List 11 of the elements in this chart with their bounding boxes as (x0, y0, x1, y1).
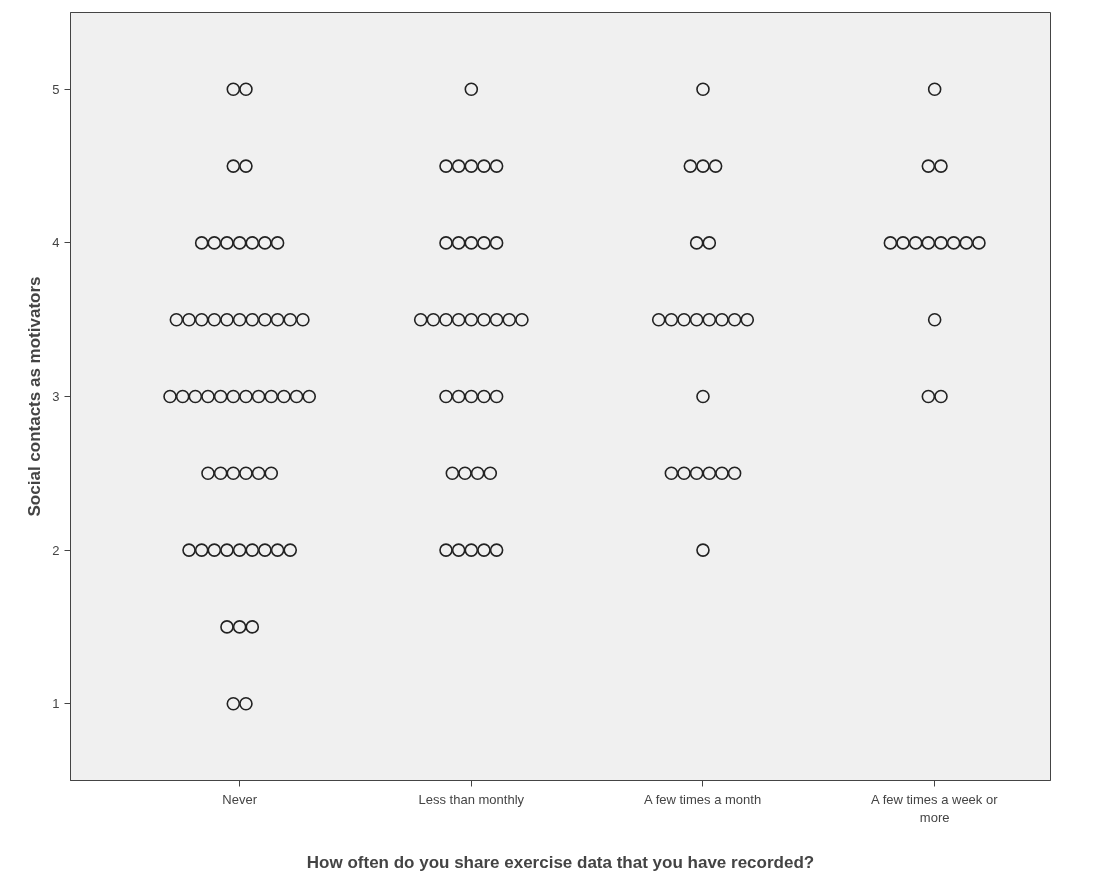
y-axis-title: Social contacts as motivators (25, 276, 45, 517)
y-tick-label: 3 (52, 389, 60, 404)
x-tick-label: A few times a week or more (871, 791, 999, 825)
y-tick-label: 2 (52, 542, 60, 558)
x-tick-label: Never (222, 791, 258, 807)
x-tick-label: A few times a month (644, 791, 762, 807)
y-tick-label: 1 (52, 696, 60, 712)
y-tick-label: 4 (52, 235, 60, 251)
x-axis-title: How often do you share exercise data that you have recorded? (306, 852, 815, 872)
x-tick-label: Less than monthly (418, 791, 525, 807)
y-tick-label: 5 (52, 81, 60, 97)
